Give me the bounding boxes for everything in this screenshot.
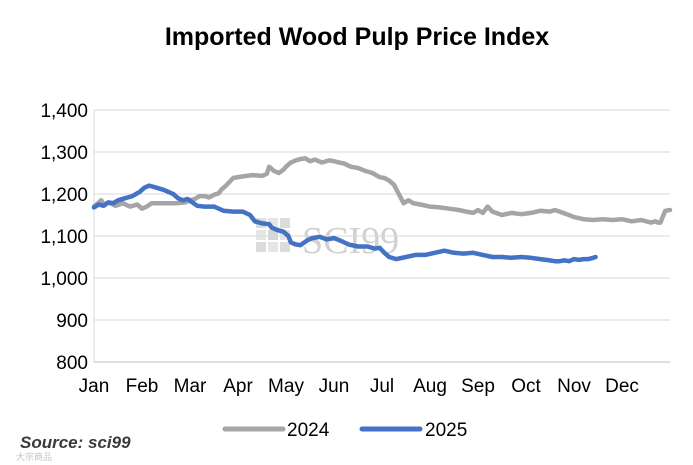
y-tick-label: 1,400 <box>40 101 88 122</box>
y-tick-label: 1,300 <box>40 143 88 164</box>
x-tick-label: Jan <box>79 376 110 397</box>
y-tick-label: 900 <box>56 311 88 332</box>
x-axis-ticks: Jan Feb Mar Apr May Jun Jul Aug Sep Oct Nov Dec <box>79 376 639 397</box>
x-tick-label: Nov <box>557 376 591 397</box>
x-tick-label: Feb <box>126 376 159 397</box>
watermark-text: SCI99 <box>302 220 399 262</box>
y-tick-label: 1,100 <box>40 227 88 248</box>
series-line-2024 <box>91 156 673 225</box>
source-note: Source: sci99 <box>20 433 131 452</box>
y-tick-label: 1,200 <box>40 185 88 206</box>
series-line-2025 <box>91 183 598 264</box>
x-tick-label: Aug <box>413 376 447 397</box>
x-tick-label: Oct <box>511 376 541 397</box>
series-lines <box>91 156 673 264</box>
y-tick-label: 1,000 <box>40 269 88 290</box>
x-tick-label: Dec <box>605 376 639 397</box>
legend-label-2024: 2024 <box>287 420 330 441</box>
x-tick-label: Sep <box>461 376 495 397</box>
x-tick-label: Jul <box>370 376 394 397</box>
legend-label-2025: 2025 <box>425 420 467 441</box>
chart-title: Imported Wood Pulp Price Index <box>165 23 549 51</box>
y-axis-ticks: 800 900 1,000 1,100 1,200 1,300 1,400 <box>40 101 88 374</box>
x-tick-label: Mar <box>174 376 207 397</box>
x-tick-label: Jun <box>319 376 350 397</box>
watermark-small-text: 大宗商品 <box>16 451 52 462</box>
watermark: SCI99 <box>256 218 399 262</box>
grid <box>93 109 670 363</box>
legend: 2024 2025 <box>222 420 467 441</box>
x-tick-label: Apr <box>223 376 253 397</box>
x-tick-label: May <box>268 376 304 397</box>
y-tick-label: 800 <box>56 353 88 374</box>
